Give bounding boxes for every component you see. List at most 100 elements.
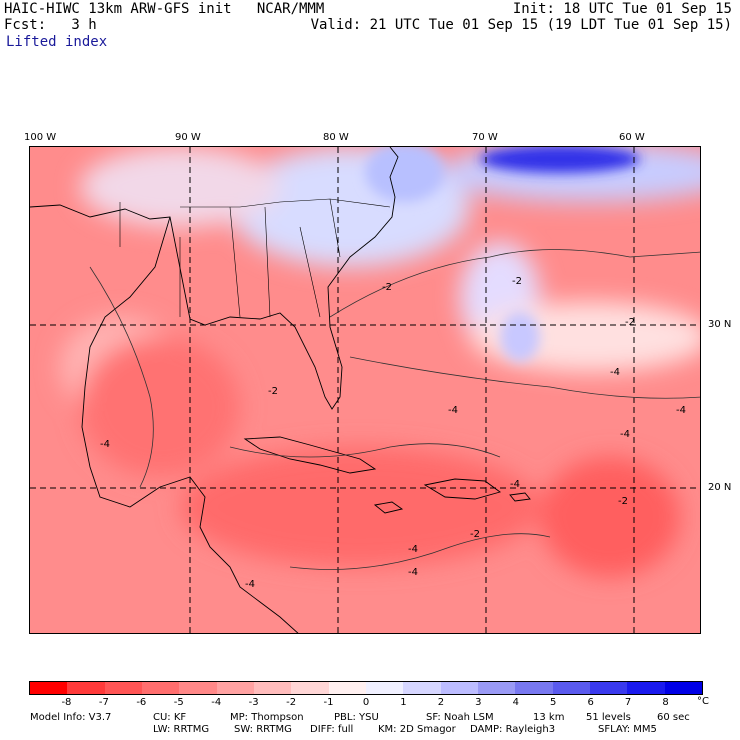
contour-label: -4 [610,367,620,378]
colorbar-segment [179,682,217,694]
contour-minus2-north [329,249,700,318]
contour-label: -2 [625,317,635,328]
contour-label: -4 [408,544,418,555]
contour-label: -4 [245,579,255,590]
model-info-sf: SF: Noah LSM [426,712,494,723]
colorbar-tick-label: 0 [362,697,370,708]
contour-label: -2 [268,386,278,397]
colorbar [29,681,703,695]
model-info-damp: DAMP: Rayleigh3 [470,724,556,735]
colorbar-tick-label: 8 [662,697,669,708]
field-name: Lifted index [6,34,108,50]
lon-label-60w: 60 W [619,132,645,143]
colorbar-segment [253,682,292,694]
lon-label-70w: 70 W [472,132,498,143]
model-info-km: KM: 2D Smagor [378,724,456,735]
state-border-lines [119,198,391,318]
lat-lon-grid [30,147,700,633]
colorbar-tick-label: 6 [587,697,594,708]
colorbar-unit: °C [697,696,709,707]
lon-label-90w: 90 W [175,132,201,143]
contour-label: -4 [676,405,686,416]
contour-label: -4 [510,479,520,490]
state-borders [119,198,391,318]
model-info-timestep: 60 sec [657,712,690,723]
valid-time: Valid: 21 UTC Tue 01 Sep 15 (19 LDT Tue … [310,17,732,33]
contour-label: -4 [408,567,418,578]
colorbar-segment [328,682,366,694]
colorbar-segment [477,682,516,694]
model-info-cu: CU: KF [153,712,187,723]
gulf-coast-neutral-area [80,147,280,227]
colorbar-tick-label: -1 [323,697,334,708]
mexico-central-america-coastline [81,216,299,633]
colorbar-tick-label: -4 [211,697,222,708]
colorbar-tick-label: 2 [437,697,445,708]
colorbar-tick-label: -8 [61,697,72,708]
us-gulf-and-atlantic-coastline [30,147,399,410]
contour-label: -2 [382,282,392,293]
lifted-index-map: -2 -2 -2 -2 -4 -4 -4 -4 -4 -4 -2 -4 -2 -… [29,146,701,634]
lon-label-100w: 100 W [24,132,57,143]
colorbar-tick-label: 4 [512,697,519,708]
colorbar-tick-label: 7 [624,697,632,708]
model-info-resolution: 13 km [533,712,565,723]
colorbar-segment [440,682,478,694]
jamaica-coastline [373,501,404,514]
contour-label: -4 [448,405,458,416]
colorbar-tick-label: 3 [475,697,482,708]
colorbar-segment [216,682,254,694]
contour-label: -4 [620,429,630,440]
init-time: Init: 18 UTC Tue 01 Sep 15 [512,1,732,17]
contour-label: -2 [618,496,628,507]
colorbar-segment [291,682,329,694]
colorbar-tick-label: -3 [248,697,259,708]
model-info-lw: LW: RRTMG [153,724,210,735]
atlantic-blue-core [500,312,540,362]
colorbar-segment [627,682,665,694]
colorbar-segment [104,682,142,694]
contours [89,249,700,570]
lat-label-20n: 20 N [708,482,732,493]
model-info-mp: MP: Thompson [230,712,304,723]
colorbar-segment [67,682,105,694]
model-info-version: Model Info: V3.7 [30,712,112,723]
model-info-pbl: PBL: YSU [334,712,379,723]
caribbean-unstable-area [180,447,540,567]
contour-label: -2 [512,276,522,287]
colorbar-segment [365,682,404,694]
model-info-sflay: SFLAY: MM5 [598,724,657,735]
colorbar-segment [664,682,702,694]
lat-label-30n: 30 N [708,319,732,330]
atlantic-stable-core [480,147,640,173]
eastern-caribbean-unstable-area [540,457,680,577]
virginia-stable-core [365,147,445,202]
lon-label-80w: 80 W [323,132,349,143]
forecast-hour: Fcst: 3 h [4,17,97,33]
model-info-sw: SW: RRTMG [234,724,292,735]
model-title: HAIC-HIWC 13km ARW-GFS init NCAR/MMM [4,1,325,17]
model-info-levels: 51 levels [586,712,631,723]
colorbar-tick-label: -2 [286,697,297,708]
contour-minus4-caribbean [229,443,501,458]
gulf-unstable-area [80,337,240,477]
contour-label: -4 [100,439,110,450]
contour-label: -2 [470,529,480,540]
contour-minus4-south [289,533,551,570]
colorbar-tick-label: -6 [136,697,147,708]
coastlines [30,147,531,633]
contour-labels: -2 -2 -2 -2 -4 -4 -4 -4 -4 -4 -2 -4 -2 -… [100,276,686,590]
colorbar-segment [141,682,180,694]
map-plot: -2 -2 -2 -2 -4 -4 -4 -4 -4 -4 -2 -4 -2 -… [30,147,700,633]
colorbar-segment [403,682,441,694]
contour-minus4-atlantic [349,356,700,399]
colorbar-segment [552,682,590,694]
colorbar-tick-label: 1 [400,697,407,708]
model-info-diff: DIFF: full [310,724,354,735]
colorbar-tick-label: -5 [173,697,184,708]
colorbar-tick-label: -7 [98,697,109,708]
colorbar-segment [589,682,628,694]
colorbar-segment [515,682,553,694]
colorbar-tick-label: 5 [550,697,557,708]
puerto-rico-coastline [509,492,531,502]
